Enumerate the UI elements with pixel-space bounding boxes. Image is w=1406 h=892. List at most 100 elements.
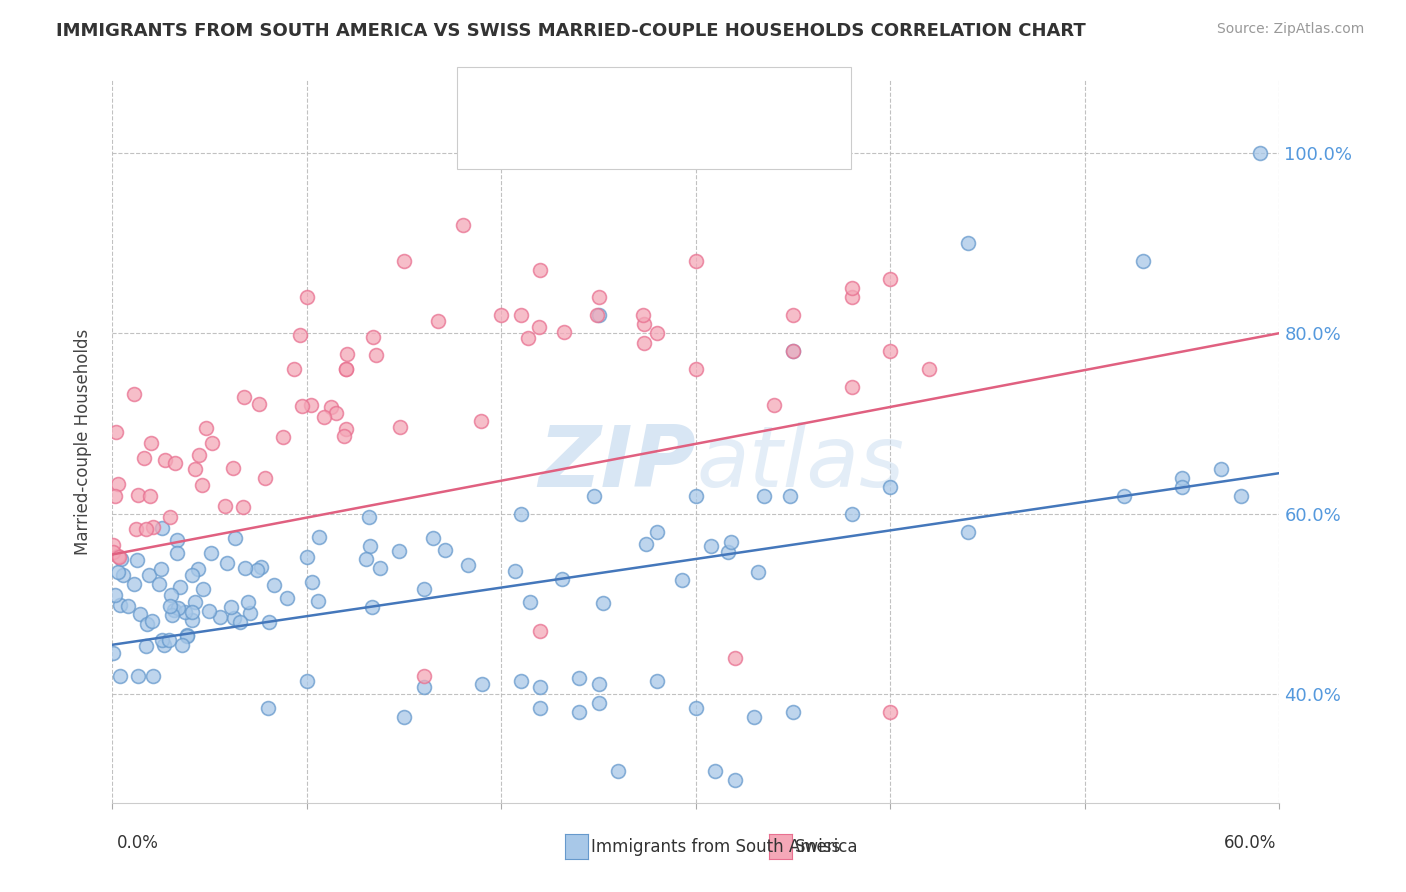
Point	[299, 398, 322, 412]
Point	[325, 406, 347, 420]
Point	[568, 706, 591, 720]
Point	[321, 400, 343, 414]
Point	[633, 317, 655, 331]
Point	[129, 607, 152, 621]
Point	[122, 387, 145, 401]
Point	[357, 509, 380, 524]
Point	[167, 600, 190, 615]
Point	[724, 651, 747, 665]
Point	[108, 550, 131, 565]
Point	[238, 595, 260, 609]
Text: 108: 108	[685, 83, 723, 101]
Point	[195, 420, 218, 434]
Point	[422, 531, 444, 545]
Point	[169, 581, 191, 595]
Point	[585, 308, 607, 322]
Point	[209, 610, 232, 624]
Point	[257, 701, 280, 715]
Point	[879, 480, 901, 494]
Point	[592, 596, 614, 610]
Point	[107, 477, 129, 491]
Point	[127, 669, 149, 683]
Point	[366, 347, 388, 361]
Point	[879, 706, 901, 720]
Point	[607, 764, 630, 779]
Point	[918, 362, 941, 376]
Point	[1249, 145, 1271, 160]
Point	[233, 561, 256, 575]
Point	[122, 576, 145, 591]
Point	[335, 362, 357, 376]
Point	[166, 546, 188, 560]
Point	[527, 320, 550, 334]
Text: Immigrants from South America: Immigrants from South America	[591, 838, 858, 856]
Point	[271, 430, 294, 444]
Text: R =: R =	[516, 83, 555, 101]
Point	[215, 556, 238, 570]
Point	[257, 615, 280, 630]
Text: 0.0%: 0.0%	[117, 834, 159, 852]
Point	[1112, 489, 1135, 503]
Point	[104, 425, 127, 440]
Text: Source: ZipAtlas.com: Source: ZipAtlas.com	[1216, 22, 1364, 37]
Text: atlas: atlas	[696, 422, 904, 505]
Point	[288, 328, 311, 343]
Point	[394, 254, 416, 268]
Point	[232, 500, 254, 515]
Point	[519, 595, 541, 609]
Point	[762, 398, 785, 412]
Point	[159, 510, 181, 524]
Point	[221, 461, 243, 475]
Point	[200, 546, 222, 560]
Point	[233, 390, 256, 404]
Point	[645, 524, 668, 539]
Point	[744, 710, 766, 724]
Point	[517, 331, 540, 345]
Point	[582, 489, 605, 503]
Point	[332, 429, 354, 443]
Point	[685, 489, 707, 503]
Point	[142, 669, 165, 683]
Point	[224, 611, 246, 625]
Point	[150, 561, 173, 575]
Text: 60.0%: 60.0%	[1225, 834, 1277, 852]
Point	[412, 669, 434, 683]
Point	[434, 542, 457, 557]
Point	[183, 462, 205, 476]
Point	[180, 605, 202, 619]
Point	[568, 671, 591, 685]
Point	[160, 588, 183, 602]
Point	[163, 603, 186, 617]
Point	[101, 647, 124, 661]
Point	[1132, 254, 1154, 268]
Point	[1171, 480, 1194, 494]
Point	[308, 530, 330, 544]
Point	[717, 545, 740, 559]
Point	[724, 773, 747, 788]
Point	[107, 549, 129, 563]
Point	[470, 414, 492, 428]
Point	[160, 607, 183, 622]
Point	[246, 563, 269, 577]
Point	[263, 578, 285, 592]
Point	[451, 218, 474, 232]
Point	[107, 565, 129, 579]
Point	[135, 640, 157, 654]
Point	[150, 521, 173, 535]
Point	[138, 567, 160, 582]
Point	[117, 599, 139, 614]
Point	[389, 420, 412, 434]
Point	[879, 272, 901, 286]
Point	[503, 564, 526, 578]
Point	[782, 344, 804, 359]
Point	[354, 552, 377, 566]
Point	[142, 520, 165, 534]
Point	[104, 588, 127, 602]
Point	[247, 397, 270, 411]
Text: IMMIGRANTS FROM SOUTH AMERICA VS SWISS MARRIED-COUPLE HOUSEHOLDS CORRELATION CHA: IMMIGRANTS FROM SOUTH AMERICA VS SWISS M…	[56, 22, 1085, 40]
Point	[141, 614, 163, 628]
Point	[879, 344, 901, 359]
Point	[412, 680, 434, 694]
Point	[224, 531, 246, 545]
Point	[193, 582, 215, 597]
